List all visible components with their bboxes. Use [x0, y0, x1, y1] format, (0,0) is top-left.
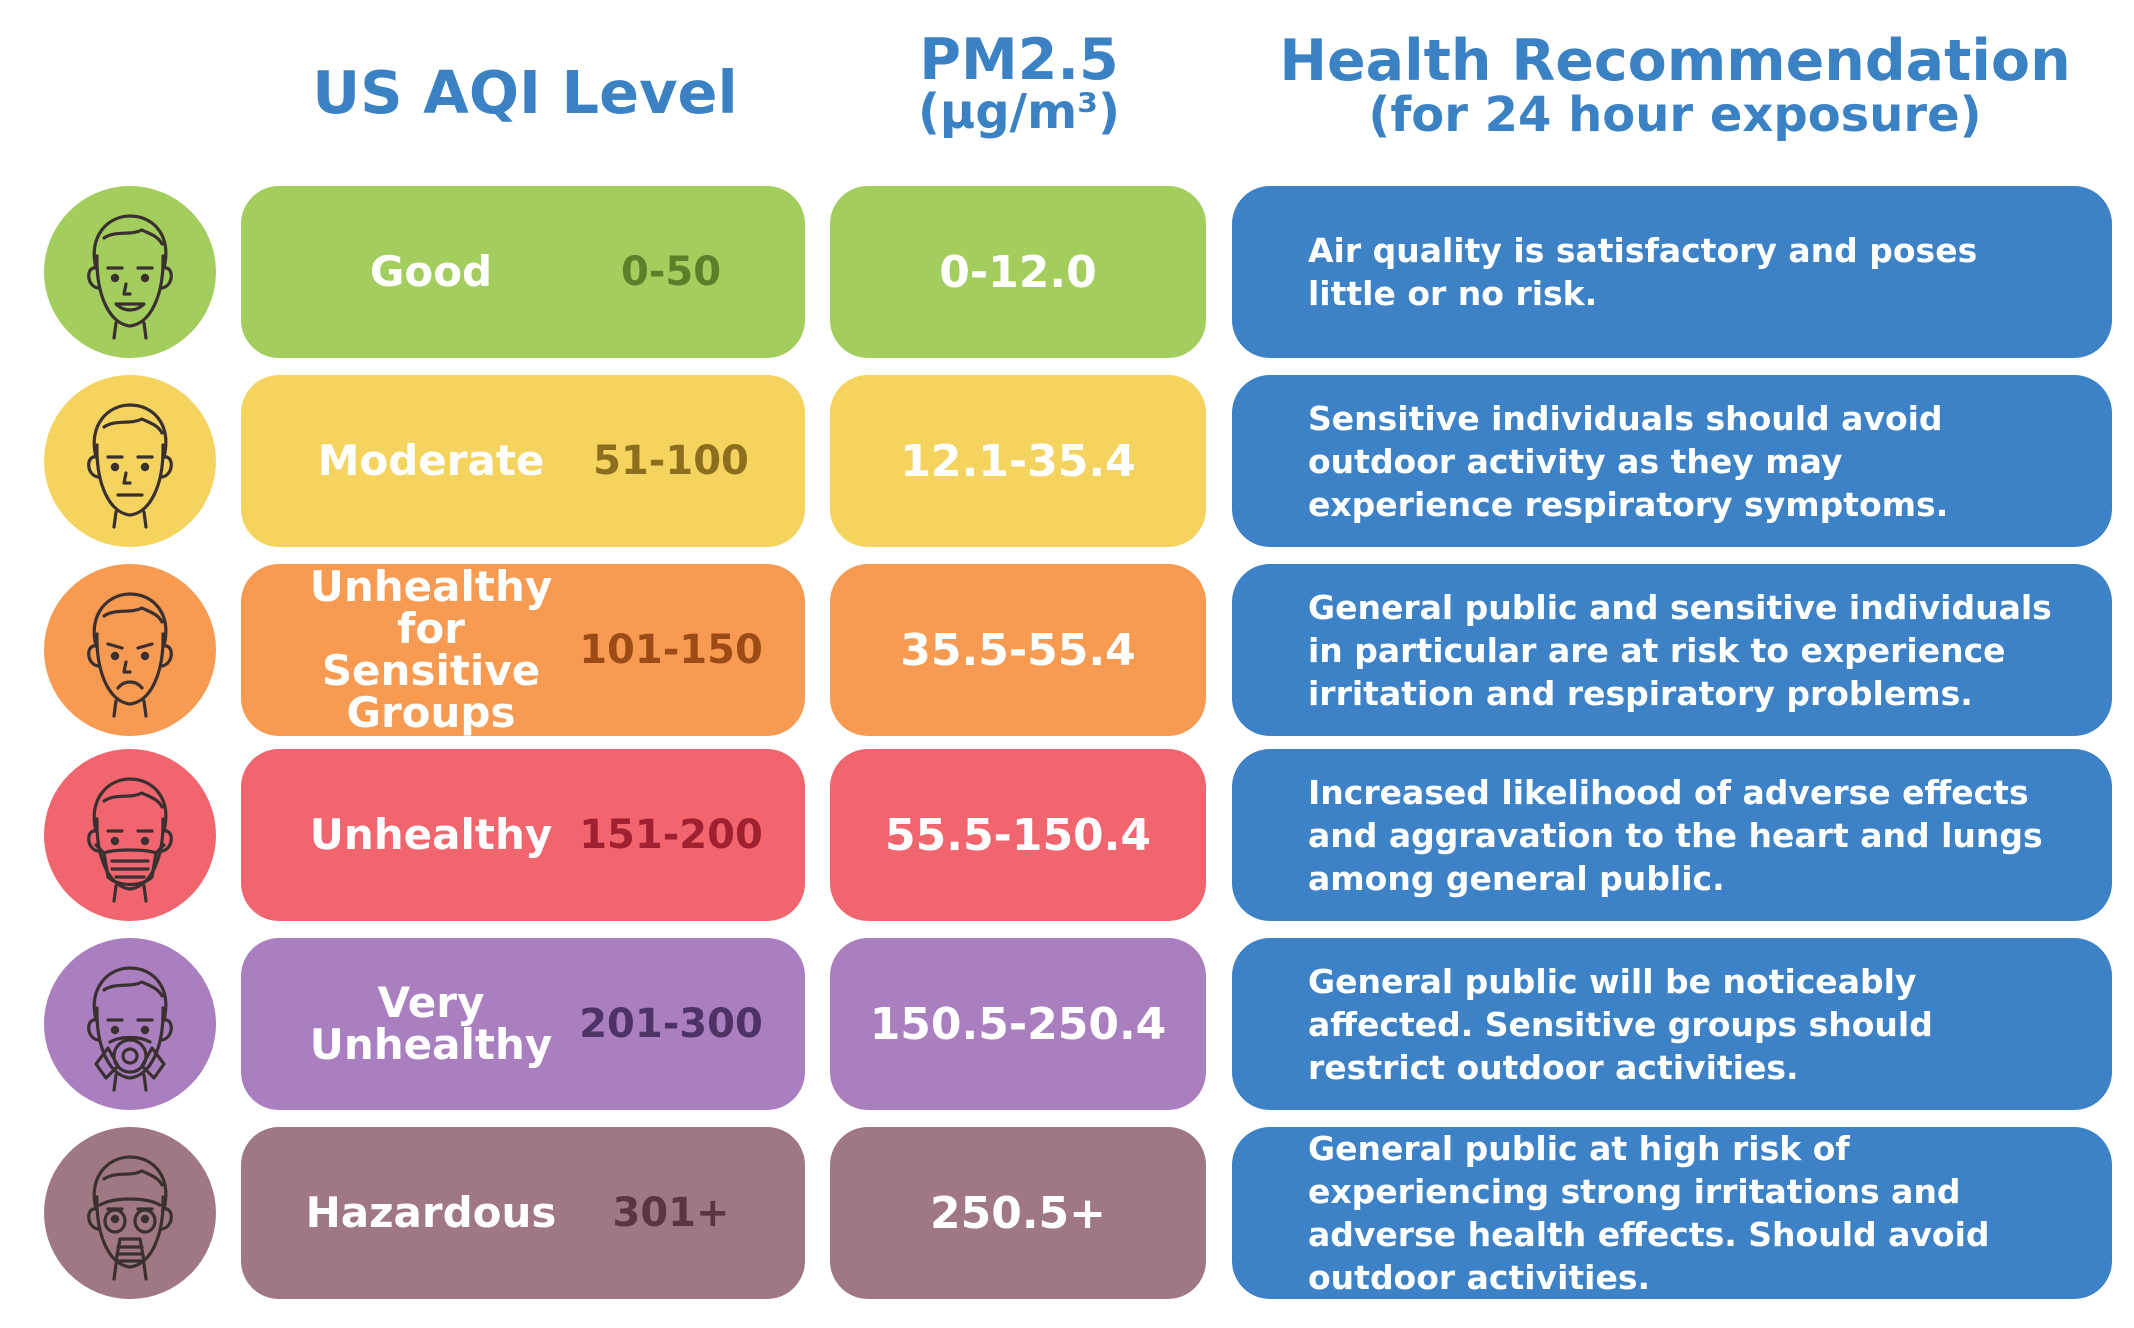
pm-title: PM2.5	[919, 27, 1119, 93]
pm-range-pill: 250.5+	[830, 1127, 1206, 1299]
aqi-range: 101-150	[579, 627, 763, 673]
recommendation-text: Air quality is satisfactory and poses li…	[1308, 231, 1978, 313]
gas-mask-face-icon	[44, 1127, 216, 1299]
level-name: Moderate	[317, 436, 545, 485]
level-name: Unhealthy	[309, 810, 553, 859]
respirator-face-icon	[44, 938, 216, 1110]
aqi-row-moderate: Moderate 51-100 12.1-35.4 Sensitive indi…	[0, 375, 2134, 547]
pm-range-pill: 55.5-150.4	[830, 749, 1206, 921]
happy-face-icon	[44, 186, 216, 358]
level-pill: Very Unhealthy 201-300	[241, 938, 805, 1110]
face-mask-icon	[44, 749, 216, 921]
aqi-row-very-unhealthy: Very Unhealthy 201-300 150.5-250.4 Gener…	[0, 938, 2134, 1110]
pm-range: 0-12.0	[939, 246, 1097, 298]
level-pill: Unhealthy for Sensitive Groups 101-150	[241, 564, 805, 736]
level-name: Hazardous	[305, 1188, 557, 1237]
recommendation-box: Increased likelihood of adverse effects …	[1232, 749, 2112, 921]
pm-column-header: PM2.5 (µg/m³)	[830, 32, 1208, 140]
level-name: Very Unhealthy	[309, 978, 553, 1069]
recommendation-text: Increased likelihood of adverse effects …	[1308, 772, 2043, 898]
recommendation-text: General public and sensitive individuals…	[1308, 587, 2052, 713]
health-title: Health Recommendation	[1279, 28, 2071, 94]
aqi-column-header: US AQI Level	[312, 58, 738, 127]
health-column-header: Health Recommendation (for 24 hour expos…	[1235, 33, 2115, 143]
sad-face-icon	[44, 564, 216, 736]
recommendation-text: Sensitive individuals should avoid outdo…	[1308, 398, 1949, 524]
level-name: Good	[369, 247, 493, 296]
aqi-range: 301+	[612, 1190, 730, 1236]
aqi-row-good: Good 0-50 0-12.0 Air quality is satisfac…	[0, 186, 2134, 358]
level-pill: Good 0-50	[241, 186, 805, 358]
aqi-row-unhealthy-sensitive: Unhealthy for Sensitive Groups 101-150 3…	[0, 564, 2134, 736]
recommendation-box: General public at high risk of experienc…	[1232, 1127, 2112, 1299]
pm-range-pill: 35.5-55.4	[830, 564, 1206, 736]
aqi-range: 0-50	[620, 249, 722, 295]
pm-range-pill: 12.1-35.4	[830, 375, 1206, 547]
aqi-range: 201-300	[579, 1001, 763, 1047]
pm-range-pill: 0-12.0	[830, 186, 1206, 358]
level-pill: Hazardous 301+	[241, 1127, 805, 1299]
aqi-row-hazardous: Hazardous 301+ 250.5+ General public at …	[0, 1127, 2134, 1299]
pm-range: 35.5-55.4	[900, 624, 1136, 676]
aqi-range: 151-200	[579, 812, 763, 858]
neutral-face-icon	[44, 375, 216, 547]
pm-range: 150.5-250.4	[869, 998, 1167, 1050]
aqi-range: 51-100	[593, 438, 749, 484]
recommendation-box: General public will be noticeably affect…	[1232, 938, 2112, 1110]
recommendation-box: General public and sensitive individuals…	[1232, 564, 2112, 736]
aqi-row-unhealthy: Unhealthy 151-200 55.5-150.4 Increased l…	[0, 749, 2134, 921]
recommendation-text: General public at high risk of experienc…	[1308, 1129, 1990, 1297]
pm-range: 250.5+	[929, 1187, 1107, 1239]
recommendation-box: Air quality is satisfactory and poses li…	[1232, 186, 2112, 358]
pm-range: 55.5-150.4	[885, 809, 1151, 861]
level-pill: Unhealthy 151-200	[241, 749, 805, 921]
pm-unit: (µg/m³)	[917, 84, 1121, 140]
recommendation-text: General public will be noticeably affect…	[1308, 961, 1933, 1087]
pm-range-pill: 150.5-250.4	[830, 938, 1206, 1110]
health-subtitle: (for 24 hour exposure)	[1368, 87, 1982, 143]
level-pill: Moderate 51-100	[241, 375, 805, 547]
level-name: Unhealthy for Sensitive Groups	[309, 562, 553, 737]
pm-range: 12.1-35.4	[900, 435, 1136, 487]
recommendation-box: Sensitive individuals should avoid outdo…	[1232, 375, 2112, 547]
